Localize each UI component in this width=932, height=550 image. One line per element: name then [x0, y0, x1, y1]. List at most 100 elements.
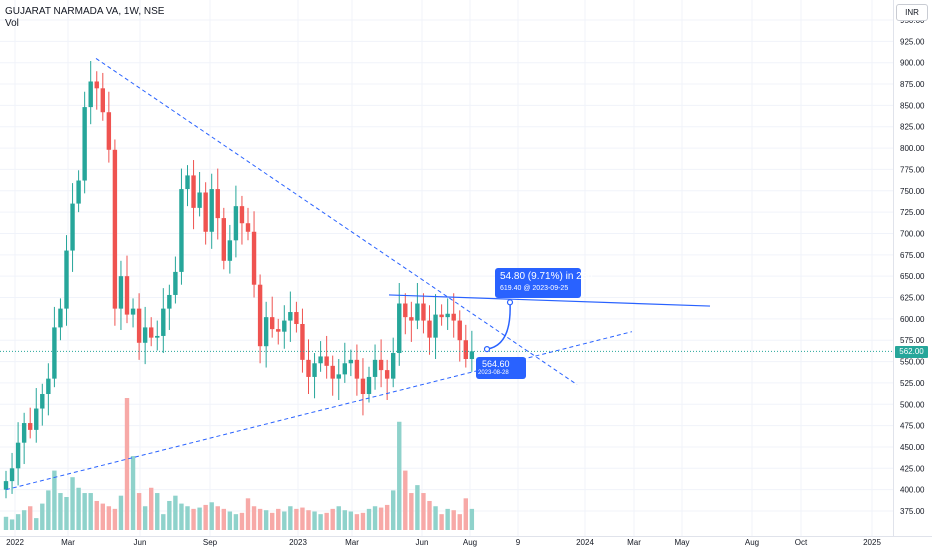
candle-body [378, 359, 384, 371]
volume-bar [300, 507, 305, 530]
projection-end-point [506, 299, 514, 306]
volume-bar [124, 398, 130, 530]
volume-bar [52, 470, 57, 530]
candle-body [245, 223, 251, 232]
volume-bar [106, 506, 112, 530]
volume-bar [3, 516, 9, 530]
price-tick: 500.00 [900, 400, 925, 409]
time-tick: 9 [516, 538, 521, 547]
volume-bar [88, 493, 93, 530]
candle-body [312, 363, 317, 377]
candle-body [209, 189, 214, 232]
volume-bar [263, 510, 269, 530]
price-tick: 525.00 [900, 379, 925, 388]
volume-bar [270, 512, 275, 530]
candle-body [427, 320, 432, 338]
price-axis[interactable]: 950.00925.00900.00875.00850.00825.00800.… [900, 16, 925, 516]
volume-bar [34, 518, 39, 530]
volume-bar [378, 507, 384, 530]
candle-body [263, 317, 269, 347]
volume-bar [191, 508, 196, 530]
volume-bar [415, 485, 420, 530]
volume-bar [457, 514, 462, 530]
candle-body [167, 294, 172, 309]
volume-bar [197, 507, 202, 530]
candle-body [9, 468, 15, 482]
candle-body [451, 313, 456, 321]
horizontal-resistance [388, 294, 711, 307]
measure-tooltip-sub: 619.40 @ 2023-09-25 [500, 285, 569, 292]
candle-body [366, 376, 372, 395]
volume-bar [409, 493, 414, 530]
candle-body [3, 481, 9, 490]
price-tick: 400.00 [900, 486, 925, 495]
candle-body [360, 378, 366, 395]
candle-body [415, 303, 420, 321]
candle-body [330, 365, 335, 379]
candle-body [282, 320, 287, 332]
projection-start-point [483, 345, 491, 353]
candle-body [76, 180, 81, 204]
time-tick: 2022 [6, 538, 24, 547]
price-tick: 750.00 [900, 187, 925, 196]
symbol-title: GUJARAT NARMADA VA, 1W, NSE [5, 6, 165, 17]
currency-button[interactable]: INR [896, 4, 928, 21]
volume-bar [209, 502, 214, 530]
volume-bar [215, 506, 220, 530]
price-tick: 725.00 [900, 208, 925, 217]
candle-body [324, 356, 329, 366]
volume-bar [15, 514, 21, 530]
volume-bar [330, 508, 335, 530]
candle-body [21, 423, 27, 443]
time-tick: 2024 [576, 538, 594, 547]
candle-body [397, 303, 402, 354]
volume-bar [251, 506, 257, 530]
candle-body [233, 206, 239, 241]
candle-body [270, 317, 275, 330]
candle-body [221, 218, 226, 261]
candle-body [433, 314, 438, 338]
candle-body [191, 175, 196, 208]
volume-bar [227, 511, 233, 530]
volume-bar [282, 511, 287, 530]
candle-body [149, 327, 154, 338]
candle-body [46, 378, 51, 395]
time-tick: Oct [795, 538, 808, 547]
candle-body [203, 192, 208, 232]
measure-tooltip: 54.80 (9.71%) in 28d 619.40 @ 2023-09-25 [495, 268, 593, 298]
last-price-tag: 562.00 [895, 346, 928, 358]
volume-bar [203, 504, 208, 530]
volume-bar [100, 503, 105, 530]
volume-bar [185, 506, 190, 530]
price-tick: 850.00 [900, 101, 925, 110]
descending-trendline [95, 58, 578, 386]
candle-body [52, 327, 57, 379]
volume-bars [3, 398, 475, 530]
candle-body [469, 351, 475, 360]
volume-bar [421, 493, 426, 530]
candle-body [391, 353, 396, 379]
volume-bar [233, 514, 239, 530]
volume-bar [451, 510, 456, 530]
volume-bar [397, 421, 402, 530]
candle-body [197, 192, 202, 208]
volume-bar [403, 470, 408, 530]
candle-body [403, 303, 408, 318]
candle-body [445, 313, 450, 318]
time-tick: Mar [627, 538, 641, 547]
candle-body [94, 81, 99, 89]
candle-body [34, 408, 39, 430]
time-axis[interactable]: 2022 Mar Jun Sep 2023 Mar Jun Aug 9 2024 Mar May Aug… [6, 538, 881, 547]
projection-curve [486, 302, 511, 350]
volume-bar [445, 508, 450, 530]
candle-body [409, 317, 414, 321]
volume-bar [136, 493, 142, 530]
price-tick: 600.00 [900, 315, 925, 324]
volume-bar [306, 510, 311, 530]
volume-bar [40, 503, 45, 530]
candle-body [28, 423, 33, 430]
price-tick: 425.00 [900, 464, 925, 473]
volume-bar [288, 506, 293, 530]
volume-bar [70, 477, 75, 530]
